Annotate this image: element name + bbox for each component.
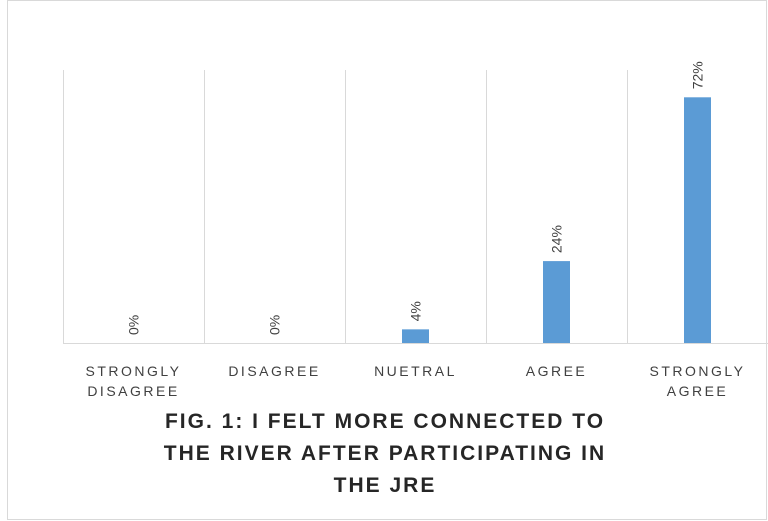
chart-title-line: FIG. 1: I FELT MORE CONNECTED TO xyxy=(164,410,606,433)
category-labels: STRONGLY DISAGREE DISAGREE NUETRAL AGREE STRO… xyxy=(86,363,746,399)
category-label: DISAGREE xyxy=(228,363,320,379)
data-label: 0% xyxy=(267,315,283,335)
data-labels: 0% 0% 4% 24% 72% xyxy=(126,61,706,335)
chart-title: FIG. 1: I FELT MORE CONNECTED TO THE RIV… xyxy=(70,406,700,502)
gridlines xyxy=(63,70,628,343)
data-label: 72% xyxy=(690,61,706,89)
chart-title-line: THE RIVER AFTER PARTICIPATING IN xyxy=(163,442,607,465)
category-label: STRONGLY xyxy=(86,363,182,379)
data-label: 4% xyxy=(408,301,424,321)
category-label: STRONGLY xyxy=(650,363,746,379)
data-label: 0% xyxy=(126,315,142,335)
chart-border xyxy=(7,0,767,520)
bar xyxy=(684,97,711,343)
category-label: DISAGREE xyxy=(87,383,179,399)
bar xyxy=(402,329,429,343)
data-label: 24% xyxy=(549,225,565,253)
category-label: NUETRAL xyxy=(374,363,457,379)
bars xyxy=(402,97,711,343)
category-label: AGREE xyxy=(667,383,729,399)
category-label: AGREE xyxy=(526,363,588,379)
bar xyxy=(543,261,570,343)
chart-title-line: THE JRE xyxy=(333,474,437,497)
